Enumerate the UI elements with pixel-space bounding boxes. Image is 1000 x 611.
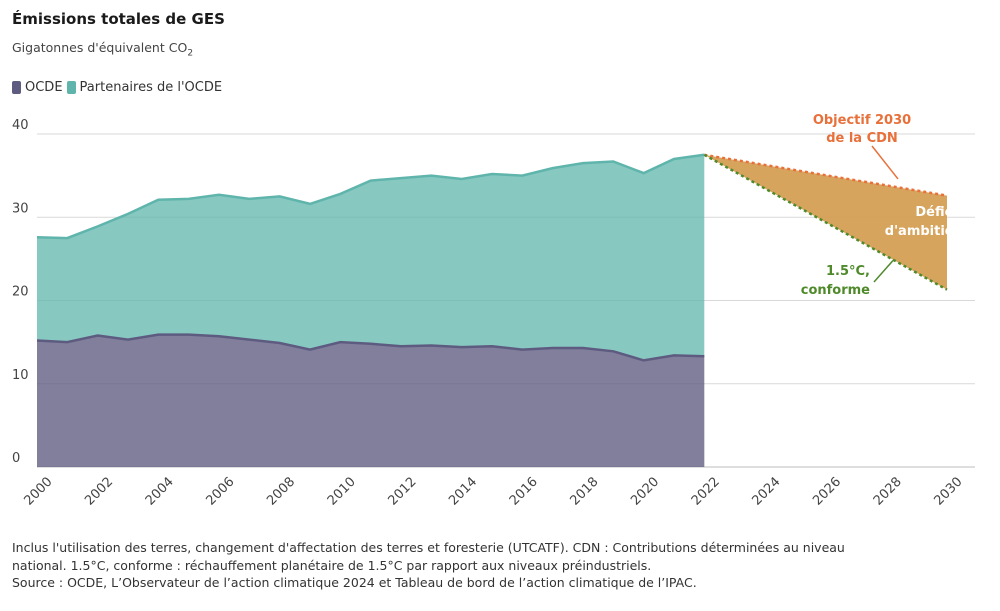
annotation-cdn-line2: de la CDN	[826, 131, 898, 146]
subtitle-text: Gigatonnes d'équivalent CO	[12, 40, 188, 55]
y-axis: 0 10 20 30 40	[12, 118, 29, 466]
x-tick-label-2028: 2028	[871, 475, 905, 509]
legend-label-partenaires: Partenaires de l'OCDE	[79, 80, 223, 95]
chart-subtitle: Gigatonnes d'équivalent CO2	[12, 40, 193, 59]
subtitle-subscript: 2	[187, 48, 194, 59]
x-tick-label-2020: 2020	[628, 475, 662, 509]
note-line-2: national. 1.5°C, conforme : réchauffemen…	[12, 557, 652, 573]
x-tick-label-2024: 2024	[750, 475, 784, 509]
legend-item-partenaires[interactable]: Partenaires de l'OCDE	[66, 80, 223, 95]
y-tick-label-20: 20	[12, 285, 29, 300]
annotation-deficit-line2: d'ambition	[885, 224, 963, 239]
x-tick-label-2014: 2014	[446, 475, 480, 509]
y-tick-label-30: 30	[12, 201, 29, 216]
legend-swatch-ocde	[12, 81, 21, 94]
legend-item-ocde[interactable]: OCDE	[12, 80, 63, 95]
x-tick-label-2018: 2018	[568, 475, 602, 509]
y-tick-label-40: 40	[12, 118, 29, 133]
chart-notes: Inclus l'utilisation des terres, changem…	[12, 539, 987, 592]
cdn-target-line	[704, 153, 948, 197]
annotations: Objectif 2030 de la CDN Déficit d'ambiti…	[801, 113, 963, 298]
area-partenaires	[37, 154, 705, 361]
x-tick-label-2016: 2016	[507, 475, 541, 509]
annotation-conforme-line1: 1.5°C,	[826, 264, 870, 279]
x-tick-label-2006: 2006	[204, 475, 238, 509]
x-tick-label-2004: 2004	[143, 475, 177, 509]
conforme-leader-line	[873, 260, 894, 283]
line-partenaires	[36, 153, 705, 240]
legend-swatch-partenaires	[66, 81, 76, 94]
annotation-cdn-line1: Objectif 2030	[813, 113, 911, 128]
x-tick-label-2000: 2000	[22, 475, 56, 509]
y-tick-label-10: 10	[12, 368, 29, 383]
x-tick-label-2008: 2008	[264, 475, 298, 509]
y-tick-label-0: 0	[12, 451, 20, 466]
source-line: Source : OCDE, L’Observateur de l’action…	[12, 575, 697, 590]
projection-layer	[703, 145, 948, 291]
area-layers	[36, 153, 705, 467]
area-ocde	[37, 334, 705, 467]
x-tick-label-2022: 2022	[689, 475, 723, 509]
conforme-line	[703, 153, 948, 291]
chart-title: Émissions totales de GES	[12, 10, 225, 28]
x-tick-label-2026: 2026	[810, 475, 844, 509]
x-tick-label-2002: 2002	[82, 475, 116, 509]
x-axis: 2000 2002 2004 2006 2008 2010 2012 2014 2016 2018…	[22, 475, 966, 509]
x-tick-label-2012: 2012	[386, 475, 420, 509]
cdn-leader-line	[871, 145, 899, 180]
x-tick-label-2030: 2030	[932, 475, 966, 509]
note-line-1: Inclus l'utilisation des terres, changem…	[12, 540, 845, 555]
annotation-conforme-line2: conforme	[801, 283, 870, 298]
line-ocde	[36, 333, 705, 362]
annotation-deficit-line1: Déficit	[915, 205, 963, 220]
deficit-area	[704, 154, 947, 290]
legend-label-ocde: OCDE	[25, 80, 63, 95]
legend: OCDE Partenaires de l'OCDE	[12, 80, 226, 95]
x-tick-label-2010: 2010	[325, 475, 359, 509]
